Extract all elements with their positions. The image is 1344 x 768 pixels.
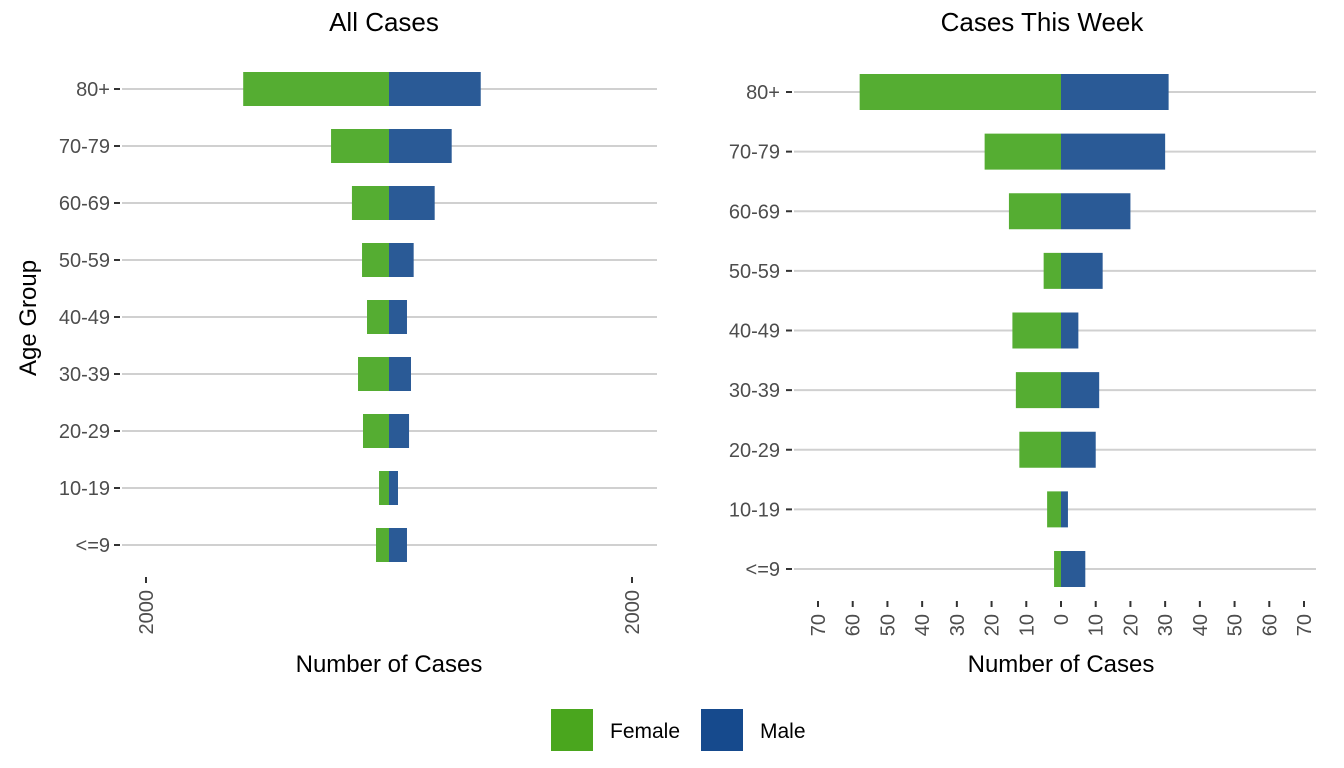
bar-female-4049 bbox=[1012, 312, 1061, 349]
y-tick-label: <=9 bbox=[746, 559, 780, 581]
x-tick-label: 30 bbox=[1155, 614, 1177, 636]
cases-this-week-panel: Cases This Week Number of Cases <=9 10-19… bbox=[729, 7, 1316, 678]
bar-male-6069 bbox=[389, 186, 435, 220]
x-axis-ticks: 70 60 50 40 30 20 10 0 10 20 30 40 50 60 70 bbox=[808, 601, 1316, 636]
y-axis-title: Age Group bbox=[15, 260, 42, 376]
y-tick-label: 60-69 bbox=[729, 201, 780, 223]
x-tick-label: 60 bbox=[843, 614, 865, 636]
bar-female-6069 bbox=[1008, 193, 1061, 230]
bar-male-3039 bbox=[389, 357, 411, 391]
bar-female-3039 bbox=[1015, 372, 1061, 409]
legend-item-female[interactable]: Female bbox=[551, 709, 680, 751]
y-tick-label: 20-29 bbox=[59, 421, 110, 443]
y-tick-label: 50-59 bbox=[729, 261, 780, 283]
x-tick-label: 50 bbox=[877, 614, 899, 636]
y-tick-label: 10-19 bbox=[729, 499, 780, 521]
x-axis-ticks: 2000 2000 bbox=[136, 577, 644, 635]
legend-item-male[interactable]: Male bbox=[701, 709, 806, 751]
bar-female-7079 bbox=[984, 133, 1061, 170]
x-tick-label: 70 bbox=[808, 614, 830, 636]
bar-male-1019 bbox=[1061, 491, 1068, 528]
bar-male-9 bbox=[389, 528, 407, 562]
bars bbox=[859, 74, 1169, 587]
bar-female-9 bbox=[375, 528, 389, 562]
legend-label-female: Female bbox=[610, 720, 680, 743]
bar-male-80 bbox=[1061, 74, 1169, 110]
bar-female-1019 bbox=[379, 471, 389, 505]
y-tick-label: 70-79 bbox=[59, 136, 110, 158]
bar-male-4049 bbox=[389, 300, 407, 334]
y-axis-ticks: <=9 10-19 20-29 30-39 40-49 50-59 60-69 70-79 80… bbox=[59, 79, 120, 557]
bar-female-80 bbox=[859, 74, 1061, 110]
legend-swatch-female bbox=[551, 709, 593, 751]
bar-male-1019 bbox=[389, 471, 398, 505]
x-tick-label: 40 bbox=[912, 614, 934, 636]
y-axis-ticks: <=9 10-19 20-29 30-39 40-49 50-59 60-69 70-79 80… bbox=[729, 82, 792, 581]
bar-male-5059 bbox=[389, 243, 414, 277]
x-tick-label: 20 bbox=[982, 614, 1004, 636]
bar-female-3039 bbox=[358, 357, 389, 391]
y-tick-label: 80+ bbox=[746, 82, 780, 104]
x-tick-label: 70 bbox=[1294, 614, 1316, 636]
y-tick-label: 40-49 bbox=[729, 321, 780, 343]
y-tick-label: 80+ bbox=[76, 79, 110, 101]
bar-male-6069 bbox=[1061, 193, 1131, 230]
bar-male-7079 bbox=[1061, 133, 1166, 170]
bar-male-7079 bbox=[389, 129, 452, 163]
y-tick-label: 50-59 bbox=[59, 250, 110, 272]
x-tick-label: 2000 bbox=[136, 590, 158, 635]
x-tick-label: 40 bbox=[1190, 614, 1212, 636]
bar-female-4049 bbox=[367, 300, 389, 334]
bar-female-2029 bbox=[1019, 431, 1061, 468]
bar-male-9 bbox=[1061, 551, 1086, 587]
x-tick-label: 20 bbox=[1120, 614, 1142, 636]
y-tick-label: 30-39 bbox=[59, 364, 110, 386]
bar-male-2029 bbox=[1061, 431, 1096, 468]
x-axis-title-all-cases: Number of Cases bbox=[296, 651, 483, 678]
bar-female-7079 bbox=[331, 129, 389, 163]
bars bbox=[243, 72, 481, 562]
bar-female-6069 bbox=[351, 186, 389, 220]
x-tick-label: 0 bbox=[1051, 614, 1073, 625]
bar-female-1019 bbox=[1047, 491, 1061, 528]
y-tick-label: <=9 bbox=[76, 535, 110, 557]
bar-female-5059 bbox=[1043, 252, 1061, 289]
bar-male-5059 bbox=[1061, 252, 1103, 289]
y-tick-label: 30-39 bbox=[729, 380, 780, 402]
chart-title-cases-this-week: Cases This Week bbox=[941, 7, 1145, 37]
chart-title-all-cases: All Cases bbox=[329, 7, 439, 37]
legend: Female Male bbox=[551, 709, 806, 751]
y-tick-label: 40-49 bbox=[59, 307, 110, 329]
y-tick-label: 20-29 bbox=[729, 440, 780, 462]
legend-swatch-male bbox=[701, 709, 743, 751]
x-axis-title-cases-this-week: Number of Cases bbox=[968, 651, 1155, 678]
x-tick-label: 60 bbox=[1259, 614, 1281, 636]
x-tick-label: 10 bbox=[1016, 614, 1038, 636]
x-tick-label: 2000 bbox=[622, 590, 644, 635]
bar-female-80 bbox=[243, 72, 389, 106]
x-tick-label: 10 bbox=[1086, 614, 1108, 636]
bar-male-4049 bbox=[1061, 312, 1079, 349]
all-cases-panel: All Cases Number of Cases Age Group <=9 1… bbox=[15, 7, 657, 678]
y-tick-label: 60-69 bbox=[59, 193, 110, 215]
bar-male-3039 bbox=[1061, 372, 1100, 409]
bar-male-80 bbox=[389, 72, 481, 106]
bar-male-2029 bbox=[389, 414, 410, 448]
bar-female-5059 bbox=[362, 243, 389, 277]
x-tick-label: 50 bbox=[1225, 614, 1247, 636]
y-tick-label: 10-19 bbox=[59, 478, 110, 500]
x-tick-label: 30 bbox=[947, 614, 969, 636]
bar-female-2029 bbox=[362, 414, 389, 448]
bar-female-9 bbox=[1054, 551, 1061, 587]
legend-label-male: Male bbox=[760, 720, 806, 743]
y-tick-label: 70-79 bbox=[729, 142, 780, 164]
